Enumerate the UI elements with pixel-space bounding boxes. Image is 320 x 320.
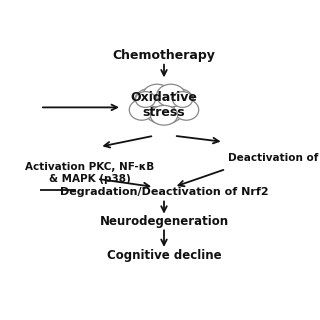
Text: Deactivation of GSK-3: Deactivation of GSK-3: [228, 153, 320, 163]
Ellipse shape: [162, 88, 194, 114]
Ellipse shape: [174, 100, 199, 120]
Text: Chemotherapy: Chemotherapy: [113, 50, 215, 62]
Text: Activation PKC, NF-κB
& MAPK (p38): Activation PKC, NF-κB & MAPK (p38): [25, 162, 154, 184]
Ellipse shape: [143, 84, 172, 107]
Ellipse shape: [129, 100, 154, 120]
Ellipse shape: [135, 92, 155, 108]
Ellipse shape: [150, 105, 178, 125]
Ellipse shape: [156, 84, 185, 107]
Ellipse shape: [173, 92, 193, 108]
Text: Neurodegeneration: Neurodegeneration: [100, 215, 228, 228]
Ellipse shape: [134, 88, 166, 114]
Ellipse shape: [143, 91, 185, 124]
Text: Cognitive decline: Cognitive decline: [107, 249, 221, 262]
Text: Degradation/Deactivation of Nrf2: Degradation/Deactivation of Nrf2: [60, 188, 268, 197]
Text: Oxidative
stress: Oxidative stress: [131, 92, 197, 119]
